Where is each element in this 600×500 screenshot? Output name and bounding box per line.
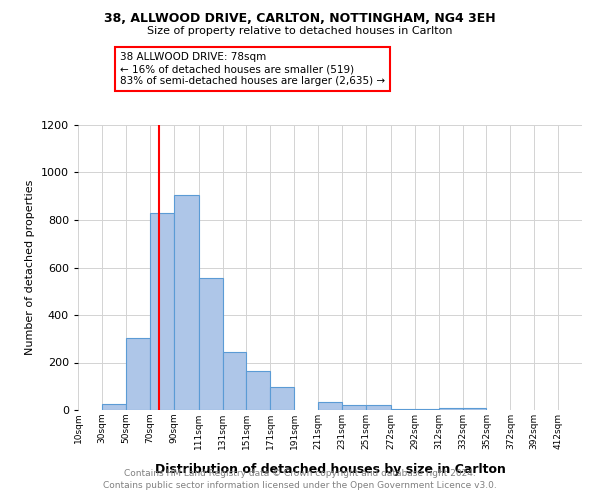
Text: 38, ALLWOOD DRIVE, CARLTON, NOTTINGHAM, NG4 3EH: 38, ALLWOOD DRIVE, CARLTON, NOTTINGHAM, … — [104, 12, 496, 26]
Bar — [173, 195, 199, 410]
Bar — [391, 409, 415, 410]
Text: Contains public sector information licensed under the Open Government Licence v3: Contains public sector information licen… — [103, 481, 497, 490]
Text: Contains HM Land Registry data © Crown copyright and database right 2024.: Contains HM Land Registry data © Crown c… — [124, 468, 476, 477]
Bar — [149, 213, 173, 410]
Bar — [223, 352, 247, 410]
Bar — [102, 404, 126, 410]
Bar — [342, 405, 366, 410]
Bar — [126, 338, 149, 410]
Bar — [199, 278, 223, 410]
X-axis label: Distribution of detached houses by size in Carlton: Distribution of detached houses by size … — [155, 463, 505, 476]
Bar — [463, 408, 487, 410]
Bar — [366, 405, 391, 410]
Bar — [415, 409, 439, 410]
Bar — [318, 402, 342, 410]
Text: Size of property relative to detached houses in Carlton: Size of property relative to detached ho… — [147, 26, 453, 36]
Bar — [439, 408, 463, 410]
Y-axis label: Number of detached properties: Number of detached properties — [25, 180, 35, 355]
Bar — [270, 388, 294, 410]
Text: 38 ALLWOOD DRIVE: 78sqm
← 16% of detached houses are smaller (519)
83% of semi-d: 38 ALLWOOD DRIVE: 78sqm ← 16% of detache… — [120, 52, 385, 86]
Bar — [247, 371, 270, 410]
